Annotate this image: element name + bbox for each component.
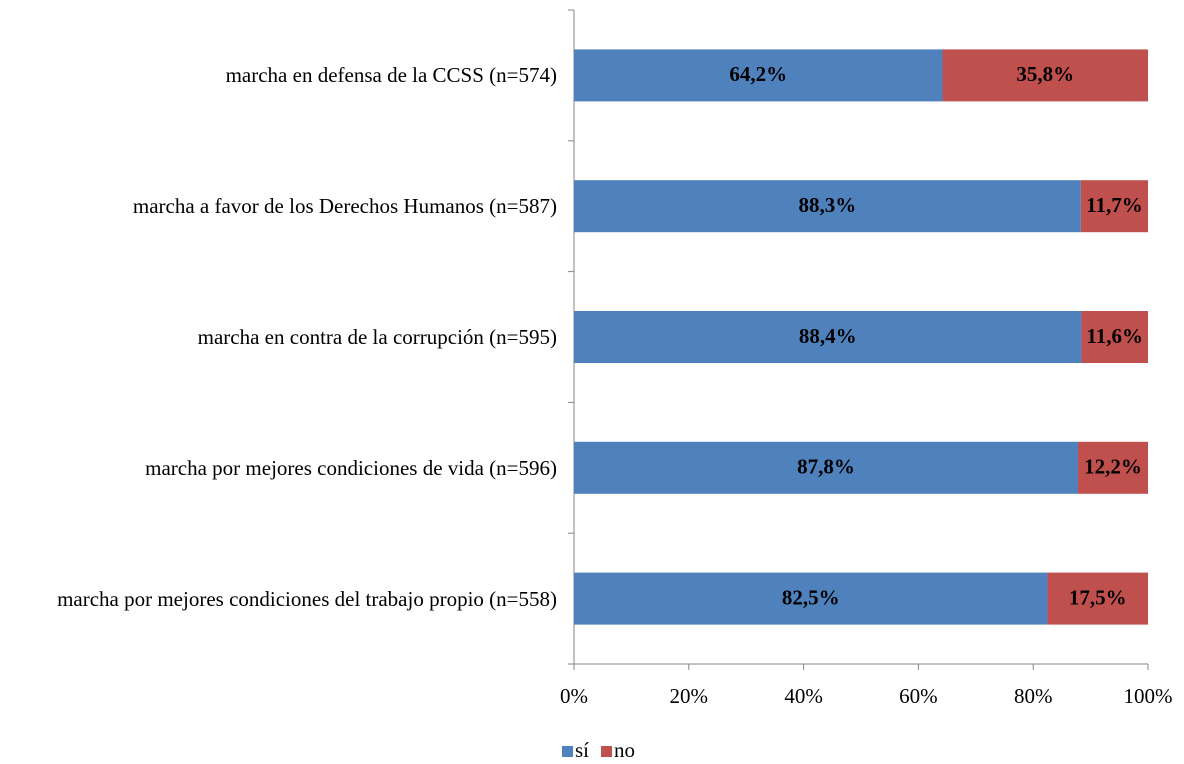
- data-label: 87,8%: [797, 455, 855, 479]
- data-label: 82,5%: [782, 585, 840, 609]
- bar-segment: [1077, 441, 1148, 494]
- category-label: marcha por mejores condiciones del traba…: [57, 586, 557, 611]
- data-label: 64,2%: [729, 62, 787, 86]
- data-label: 11,6%: [1086, 324, 1143, 348]
- category-label: marcha por mejores condiciones de vida (…: [145, 455, 557, 480]
- x-tick-label: 80%: [1014, 684, 1053, 708]
- category-label: marcha a favor de los Derechos Humanos (…: [132, 194, 557, 219]
- bar-segment: [574, 441, 1078, 494]
- x-tick-label: 100%: [1124, 684, 1173, 708]
- legend-swatch: [562, 746, 573, 757]
- x-tick-label: 0%: [560, 684, 588, 708]
- bar-segment: [574, 572, 1048, 625]
- bar-segment: [1047, 572, 1148, 625]
- data-label: 35,8%: [1016, 62, 1074, 86]
- bar-segment: [574, 180, 1081, 233]
- category-label: marcha en contra de la corrupción (n=595…: [197, 324, 557, 349]
- data-label: 17,5%: [1069, 585, 1127, 609]
- x-tick-label: 20%: [670, 684, 709, 708]
- bar-segment: [1081, 311, 1148, 363]
- x-tick-label: 40%: [784, 684, 823, 708]
- bar-segment: [574, 311, 1082, 363]
- legend-label: sí: [575, 738, 589, 762]
- legend-label: no: [614, 738, 635, 762]
- data-label: 12,2%: [1084, 455, 1142, 479]
- category-label: marcha en defensa de la CCSS (n=574): [225, 63, 557, 88]
- data-label: 88,3%: [799, 193, 857, 217]
- bar-segment: [942, 49, 1148, 102]
- bar-segment: [1080, 180, 1148, 233]
- x-tick-label: 60%: [899, 684, 938, 708]
- data-label: 11,7%: [1086, 193, 1143, 217]
- data-label: 88,4%: [799, 324, 857, 348]
- legend-swatch: [601, 746, 613, 757]
- bar-segment: [574, 49, 943, 102]
